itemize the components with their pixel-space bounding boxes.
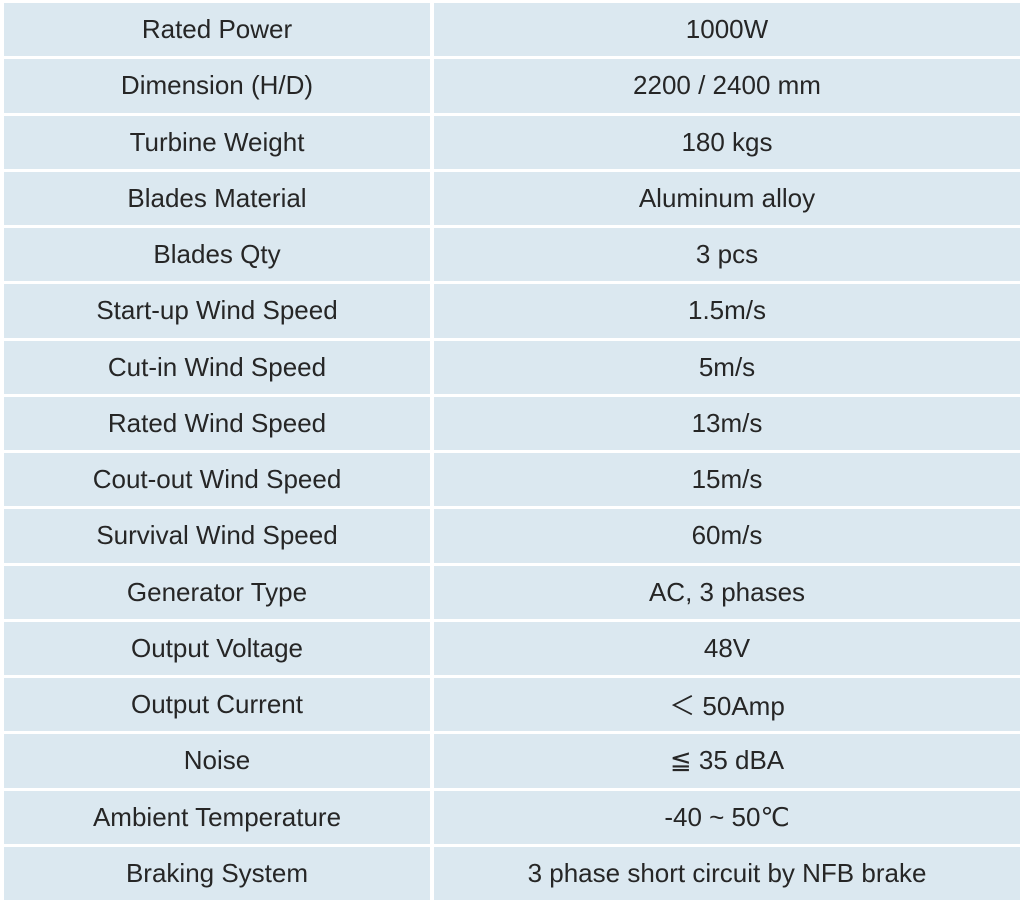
spec-value: 3 phase short circuit by NFB brake: [434, 846, 1020, 900]
spec-value: 1000W: [434, 3, 1020, 57]
spec-body: Rated Power 1000W Dimension (H/D) 2200 / 24…: [4, 3, 1020, 900]
spec-row: Ambient Temperature -40 ~ 50℃: [4, 790, 1020, 844]
spec-row: Turbine Weight 180 kgs: [4, 115, 1020, 169]
spec-label: Blades Qty: [4, 228, 430, 282]
spec-label: Generator Type: [4, 565, 430, 619]
spec-value: -40 ~ 50℃: [434, 790, 1020, 844]
spec-label: Rated Power: [4, 3, 430, 57]
spec-value: Aluminum alloy: [434, 171, 1020, 225]
spec-label: Start-up Wind Speed: [4, 284, 430, 338]
spec-row: Blades Qty 3 pcs: [4, 228, 1020, 282]
spec-label: Survival Wind Speed: [4, 509, 430, 563]
spec-label: Cout-out Wind Speed: [4, 453, 430, 507]
spec-value: ≦ 35 dBA: [434, 734, 1020, 788]
spec-row: Cut-in Wind Speed 5m/s: [4, 340, 1020, 394]
spec-row: Output Current ＜ 50Amp: [4, 678, 1020, 732]
spec-label: Blades Material: [4, 171, 430, 225]
spec-row: Dimension (H/D) 2200 / 2400 mm: [4, 59, 1020, 113]
spec-value: 3 pcs: [434, 228, 1020, 282]
spec-value: 2200 / 2400 mm: [434, 59, 1020, 113]
spec-row: Survival Wind Speed 60m/s: [4, 509, 1020, 563]
spec-label: Output Voltage: [4, 621, 430, 675]
spec-label: Cut-in Wind Speed: [4, 340, 430, 394]
spec-row: Noise ≦ 35 dBA: [4, 734, 1020, 788]
spec-value: 48V: [434, 621, 1020, 675]
spec-label: Dimension (H/D): [4, 59, 430, 113]
spec-label: Rated Wind Speed: [4, 396, 430, 450]
spec-value: 13m/s: [434, 396, 1020, 450]
spec-row: Start-up Wind Speed 1.5m/s: [4, 284, 1020, 338]
spec-row: Output Voltage 48V: [4, 621, 1020, 675]
spec-value: 180 kgs: [434, 115, 1020, 169]
spec-row: Blades Material Aluminum alloy: [4, 171, 1020, 225]
spec-row: Rated Power 1000W: [4, 3, 1020, 57]
spec-label: Output Current: [4, 678, 430, 732]
spec-value: 60m/s: [434, 509, 1020, 563]
spec-row: Cout-out Wind Speed 15m/s: [4, 453, 1020, 507]
spec-label: Noise: [4, 734, 430, 788]
spec-value: 15m/s: [434, 453, 1020, 507]
spec-value: 1.5m/s: [434, 284, 1020, 338]
spec-row: Rated Wind Speed 13m/s: [4, 396, 1020, 450]
spec-row: Braking System 3 phase short circuit by N…: [4, 846, 1020, 900]
spec-label: Braking System: [4, 846, 430, 900]
spec-value: ＜ 50Amp: [434, 678, 1020, 732]
spec-value: AC, 3 phases: [434, 565, 1020, 619]
spec-label: Turbine Weight: [4, 115, 430, 169]
spec-label: Ambient Temperature: [4, 790, 430, 844]
spec-value: 5m/s: [434, 340, 1020, 394]
spec-row: Generator Type AC, 3 phases: [4, 565, 1020, 619]
